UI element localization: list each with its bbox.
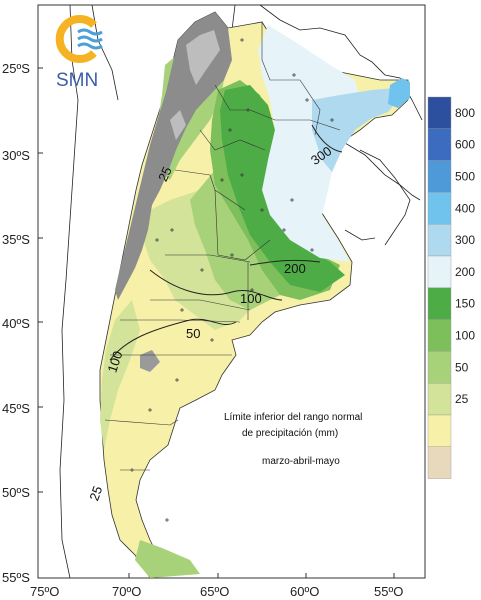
lat-label-30s: 30ºS [2,148,30,163]
color-legend: 800 600 500 400 300 200 150 100 50 25 [427,96,475,479]
contour-label-200: 200 [284,261,306,276]
legend-label: 800 [455,106,475,120]
legend-label: 600 [455,138,475,152]
legend-swatch [427,319,452,352]
legend-swatch [427,128,452,161]
logo-waves [77,28,103,50]
logo-text: SMN [56,70,98,91]
legend-label: 50 [455,360,469,374]
caption-line-3: marzo-abril-mayo [262,456,340,467]
contour-lines [109,124,343,361]
contour-label-25-north: 25 [155,164,175,183]
contour-label-100-center: 100 [240,291,262,306]
contour-label-50: 50 [186,326,200,341]
legend-swatch [427,96,452,129]
region-400-500 [388,78,410,108]
cordillera-highlights [170,30,220,140]
smn-logo: SMN [55,15,103,91]
region-150-200 [220,85,345,292]
lat-label-25s: 25ºS [2,61,30,76]
legend-label: 300 [455,233,475,247]
lat-label-35s: 35ºS [2,232,30,247]
legend-swatch [427,223,452,257]
nodata-patch-south [140,350,160,372]
logo-sun-ring [55,15,97,63]
lon-label-60o: 60ºO [290,584,319,599]
lat-label-55s: 55ºS [2,570,30,585]
legend-swatch [427,414,452,447]
region-200-300 [258,25,360,262]
province-borders [104,22,341,471]
lat-label-45s: 45ºS [2,401,30,416]
legend-label: 100 [455,329,475,343]
legend-swatch [427,287,452,320]
legend-swatch [427,383,452,416]
cordillera-nodata [115,12,232,300]
lat-label-50s: 50ºS [2,485,30,500]
legend-swatch [427,192,452,225]
lon-label-65o: 65ºO [200,584,229,599]
contour-label-100-west: 100 [104,349,125,374]
legend-label: 500 [455,170,475,184]
legend-swatch [427,351,452,384]
legend-label: 400 [455,201,475,215]
legend-swatch [427,160,452,193]
lat-label-40s: 40ºS [2,316,30,331]
lat-ticks [38,67,43,493]
region-300-400 [312,88,402,172]
region-patagonia-coast [100,300,140,450]
legend-label: 25 [455,392,469,406]
legend-swatch [427,255,452,288]
legend-label: 200 [455,265,475,279]
lon-label-70o: 70ºO [112,584,141,599]
lon-ticks [128,573,395,578]
caption-line-1: Límite inferior del rango normal [224,412,362,423]
caption-line-2: de precipitación (mm) [242,428,338,439]
legend-label: 150 [455,297,475,311]
legend-swatch [427,446,452,479]
lon-label-75o: 75ºO [30,584,59,599]
lon-label-55o: 55ºO [374,584,403,599]
region-tierra-del-fuego [135,540,200,578]
contour-label-25-south: 25 [86,484,105,503]
